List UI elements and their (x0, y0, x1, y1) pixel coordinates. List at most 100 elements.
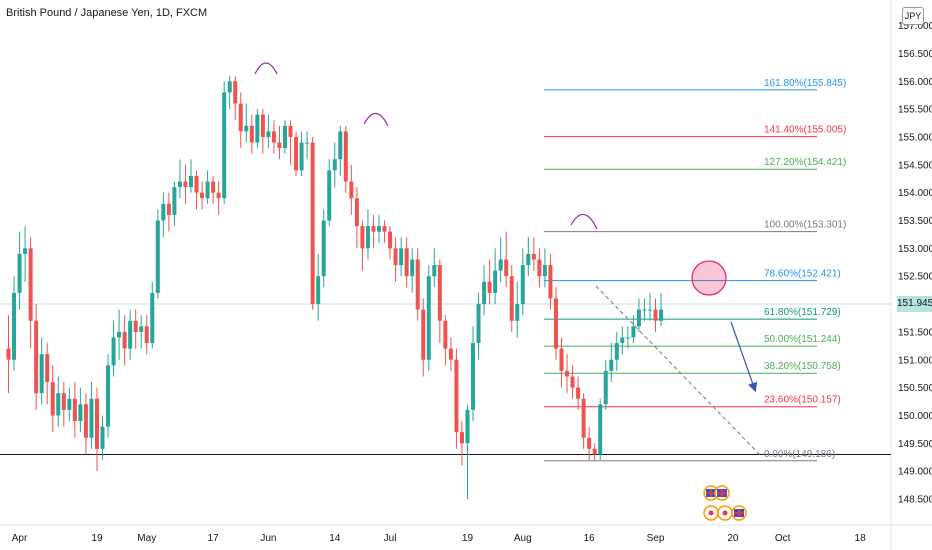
candle-body[interactable] (498, 259, 503, 271)
candle-body[interactable] (305, 142, 310, 144)
candle-body[interactable] (493, 270, 498, 293)
top-marker-arc[interactable] (363, 112, 389, 127)
candle-body[interactable] (316, 276, 321, 305)
currency-badge[interactable]: JPY (902, 7, 924, 25)
top-marker-arc[interactable] (570, 213, 598, 230)
candle-body[interactable] (161, 203, 166, 221)
candle-body[interactable] (482, 281, 487, 305)
candle-body[interactable] (542, 265, 547, 277)
candle-body[interactable] (111, 337, 116, 366)
candle-body[interactable] (100, 426, 105, 449)
candle-body[interactable] (614, 343, 619, 360)
candle-body[interactable] (587, 437, 592, 449)
candle-body[interactable] (144, 326, 149, 344)
candle-body[interactable] (625, 337, 630, 339)
candle-body[interactable] (343, 131, 348, 182)
fibonacci-retracement[interactable]: 161.80%(155.845) 141.40%(155.005) 127.20%(… (544, 78, 846, 462)
candle-body[interactable] (603, 370, 608, 405)
candle-body[interactable] (642, 309, 647, 311)
candle-body[interactable] (222, 92, 227, 199)
candle-body[interactable] (233, 81, 238, 104)
candle-body[interactable] (249, 125, 254, 143)
candle-body[interactable] (39, 354, 44, 394)
candle-body[interactable] (349, 181, 354, 199)
chart-title[interactable]: British Pound / Japanese Yen, 1D, FXCM (6, 7, 208, 19)
candle-body[interactable] (12, 292, 17, 360)
projection-arrow[interactable] (730, 321, 758, 393)
candle-body[interactable] (94, 398, 99, 449)
candle-body[interactable] (636, 309, 641, 327)
candle-body[interactable] (393, 248, 398, 266)
candle-body[interactable] (426, 276, 431, 360)
candle-body[interactable] (211, 181, 216, 193)
candle-body[interactable] (128, 320, 133, 349)
highlight-circle[interactable] (691, 260, 727, 296)
candle-body[interactable] (327, 170, 332, 221)
candle-body[interactable] (155, 220, 160, 293)
candle-body[interactable] (377, 226, 382, 232)
candlestick-series[interactable] (6, 75, 664, 499)
candle-body[interactable] (166, 203, 171, 215)
candle-body[interactable] (515, 304, 520, 321)
candle-body[interactable] (283, 125, 287, 149)
candle-body[interactable] (454, 359, 459, 433)
candle-body[interactable] (365, 226, 370, 249)
candle-body[interactable] (410, 259, 415, 277)
candle-body[interactable] (172, 187, 177, 215)
top-marker-arc[interactable] (254, 62, 278, 75)
candle-body[interactable] (294, 136, 299, 171)
candle-body[interactable] (404, 248, 409, 277)
candle-body[interactable] (565, 370, 570, 377)
candle-body[interactable] (260, 114, 265, 137)
candle-body[interactable] (598, 404, 603, 455)
candle-body[interactable] (72, 398, 77, 422)
candle-body[interactable] (56, 393, 61, 416)
candle-body[interactable] (459, 432, 464, 444)
candle-body[interactable] (238, 103, 243, 132)
candle-body[interactable] (553, 298, 558, 349)
candle-body[interactable] (592, 448, 597, 455)
candle-body[interactable] (106, 365, 111, 427)
candle-body[interactable] (194, 175, 199, 193)
candle-body[interactable] (576, 387, 581, 399)
candle-body[interactable] (432, 265, 437, 277)
candle-body[interactable] (205, 181, 210, 199)
candle-body[interactable] (448, 348, 453, 360)
candle-body[interactable] (150, 292, 155, 344)
candle-body[interactable] (388, 231, 393, 249)
candle-body[interactable] (23, 248, 28, 254)
candle-body[interactable] (537, 259, 542, 277)
candle-body[interactable] (244, 125, 249, 132)
candle-body[interactable] (28, 248, 33, 321)
candle-body[interactable] (188, 175, 193, 188)
candle-body[interactable] (443, 320, 448, 349)
candle-body[interactable] (421, 309, 426, 360)
candle-body[interactable] (200, 192, 205, 199)
candle-body[interactable] (117, 331, 122, 338)
candle-body[interactable] (620, 337, 625, 344)
candle-body[interactable] (271, 131, 276, 143)
candle-body[interactable] (61, 393, 66, 410)
candle-body[interactable] (83, 404, 88, 438)
candle-body[interactable] (354, 198, 359, 227)
candle-body[interactable] (139, 326, 144, 332)
candle-body[interactable] (509, 276, 514, 321)
candle-body[interactable] (227, 81, 232, 93)
candle-body[interactable] (653, 309, 658, 321)
candle-body[interactable] (631, 326, 636, 338)
candle-body[interactable] (437, 265, 442, 321)
candle-body[interactable] (216, 192, 221, 199)
candle-body[interactable] (647, 309, 652, 311)
candle-body[interactable] (487, 281, 492, 293)
candle-body[interactable] (266, 131, 271, 137)
candle-body[interactable] (277, 142, 282, 149)
candle-body[interactable] (89, 398, 94, 438)
candle-body[interactable] (415, 259, 420, 310)
candle-body[interactable] (133, 320, 138, 332)
candle-body[interactable] (559, 348, 564, 371)
candle-body[interactable] (659, 309, 664, 321)
candle-body[interactable] (6, 348, 11, 360)
candle-body[interactable] (581, 398, 586, 438)
candle-body[interactable] (520, 265, 525, 305)
